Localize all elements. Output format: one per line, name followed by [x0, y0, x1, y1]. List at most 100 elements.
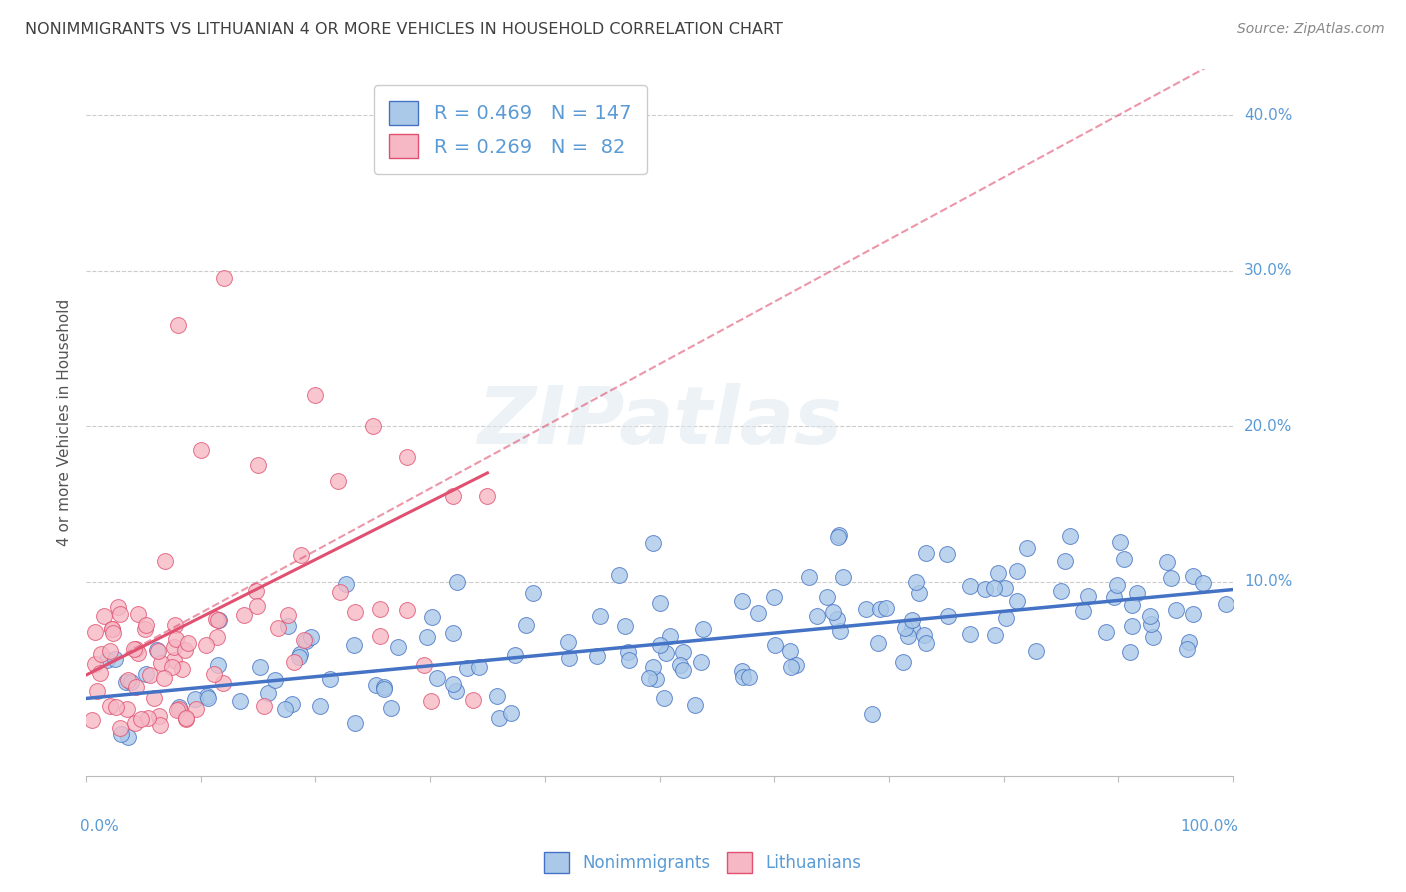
Point: [361, 419, 384, 434]
Point: [485, 689, 508, 703]
Point: [364, 677, 387, 691]
Point: [396, 450, 419, 465]
Point: [173, 642, 195, 657]
Legend: Nonimmigrants, Lithuanians: Nonimmigrants, Lithuanians: [537, 846, 869, 880]
Point: [672, 663, 695, 677]
Point: [468, 660, 491, 674]
Point: [1160, 571, 1182, 585]
Point: [292, 633, 315, 648]
Point: [1139, 608, 1161, 623]
Point: [86, 683, 108, 698]
Point: [1025, 644, 1047, 658]
Point: [249, 660, 271, 674]
Point: [328, 474, 350, 488]
Point: [855, 601, 877, 615]
Point: [329, 585, 352, 599]
Point: [444, 683, 467, 698]
Point: [1215, 597, 1237, 611]
Point: [229, 693, 252, 707]
Point: [295, 633, 318, 648]
Text: ZIPatlas: ZIPatlas: [477, 384, 842, 461]
Point: [779, 643, 801, 657]
Point: [190, 442, 212, 457]
Point: [821, 605, 844, 619]
Point: [558, 651, 581, 665]
Point: [167, 702, 190, 716]
Point: [288, 648, 311, 662]
Point: [589, 609, 612, 624]
Point: [1107, 577, 1129, 591]
Point: [936, 609, 959, 624]
Point: [456, 660, 478, 674]
Point: [799, 570, 821, 584]
Point: [585, 649, 607, 664]
Point: [304, 388, 326, 402]
Point: [115, 702, 138, 716]
Point: [253, 699, 276, 714]
Point: [868, 636, 890, 650]
Point: [277, 607, 299, 622]
Point: [522, 585, 544, 599]
Point: [747, 606, 769, 620]
Text: Source: ZipAtlas.com: Source: ZipAtlas.com: [1237, 22, 1385, 37]
Point: [488, 711, 510, 725]
Point: [101, 626, 124, 640]
Point: [197, 690, 219, 705]
Point: [915, 546, 938, 560]
Point: [1095, 625, 1118, 640]
Point: [105, 700, 128, 714]
Point: [828, 528, 851, 542]
Point: [98, 643, 121, 657]
Point: [290, 548, 312, 562]
Point: [762, 591, 785, 605]
Point: [143, 690, 166, 705]
Text: 10.0%: 10.0%: [1244, 574, 1292, 590]
Point: [120, 674, 142, 689]
Point: [658, 630, 681, 644]
Point: [245, 584, 267, 599]
Point: [446, 575, 468, 590]
Point: [827, 530, 849, 544]
Point: [274, 702, 297, 716]
Point: [177, 636, 200, 650]
Point: [894, 621, 917, 635]
Text: 100.0%: 100.0%: [1181, 819, 1239, 834]
Point: [1007, 564, 1029, 578]
Point: [211, 675, 233, 690]
Point: [373, 681, 395, 696]
Point: [117, 731, 139, 745]
Point: [912, 628, 935, 642]
Point: [731, 670, 754, 684]
Point: [420, 610, 443, 624]
Point: [901, 621, 924, 635]
Point: [257, 686, 280, 700]
Point: [114, 675, 136, 690]
Point: [125, 680, 148, 694]
Point: [785, 658, 807, 673]
Point: [117, 673, 139, 687]
Point: [869, 602, 891, 616]
Point: [648, 596, 671, 610]
Point: [134, 623, 156, 637]
Point: [202, 666, 225, 681]
Point: [162, 660, 184, 674]
Y-axis label: 4 or more Vehicles in Household: 4 or more Vehicles in Household: [58, 299, 72, 546]
Point: [412, 657, 434, 672]
Point: [127, 607, 149, 621]
Point: [319, 672, 342, 686]
Point: [1050, 584, 1073, 599]
Point: [135, 667, 157, 681]
Point: [108, 607, 131, 622]
Text: 40.0%: 40.0%: [1244, 108, 1292, 123]
Point: [915, 635, 938, 649]
Legend: R = 0.469   N = 147, R = 0.269   N =  82: R = 0.469 N = 147, R = 0.269 N = 82: [374, 86, 647, 174]
Point: [1077, 589, 1099, 603]
Point: [426, 671, 449, 685]
Point: [125, 642, 148, 657]
Point: [205, 630, 228, 644]
Point: [994, 582, 1017, 596]
Point: [93, 608, 115, 623]
Point: [1005, 593, 1028, 607]
Point: [441, 626, 464, 640]
Point: [107, 599, 129, 614]
